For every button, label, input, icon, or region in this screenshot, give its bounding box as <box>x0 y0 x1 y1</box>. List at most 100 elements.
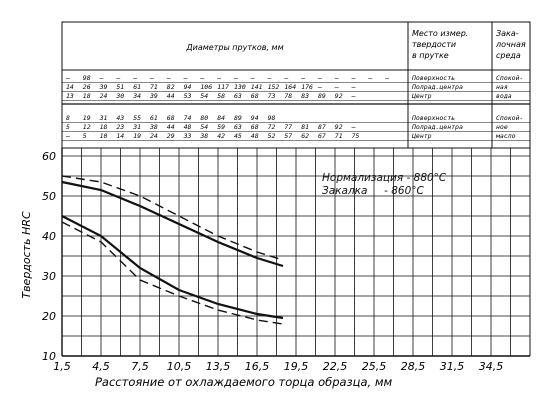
table-cell: 55 <box>133 114 141 122</box>
header-table-text: Диаметры прутков, мм Место измер. твердост… <box>65 29 526 140</box>
table-cell: 42 <box>217 132 225 140</box>
table-cell: 92 <box>335 123 343 131</box>
x-tick-label: 34,5 <box>479 360 504 373</box>
table-cell: 77 <box>284 123 292 131</box>
table-cell: 38 <box>149 123 158 131</box>
table-cell: — <box>351 123 356 131</box>
table-medium: вода <box>496 92 512 100</box>
table-cell: — <box>317 83 322 91</box>
table-cell: — <box>166 74 171 82</box>
table-cell: 18 <box>100 123 108 131</box>
table-medium: ная <box>496 83 508 91</box>
table-place: Поверхность <box>411 74 455 82</box>
table-cell: — <box>233 74 238 82</box>
medium-title-line: Зака- <box>496 29 519 38</box>
table-cell: 94 <box>251 114 259 122</box>
table-cell: — <box>317 74 322 82</box>
table-cell: 84 <box>217 114 225 122</box>
table-cell: 164 <box>284 83 296 91</box>
table-cell: — <box>334 74 339 82</box>
table-cell: 19 <box>133 132 141 140</box>
table-cell: 71 <box>150 83 158 91</box>
x-tick-label: 13,5 <box>206 360 231 373</box>
table-cell: 59 <box>217 123 225 131</box>
table-cell: 38 <box>199 132 208 140</box>
x-tick-label: 31,5 <box>440 360 465 373</box>
table-cell: 89 <box>318 92 326 100</box>
series-line-3 <box>61 215 284 320</box>
table-medium: Спокой- <box>496 74 523 82</box>
series-line-1 <box>61 180 284 268</box>
table-cell: 24 <box>100 92 108 100</box>
table-cell: 141 <box>251 83 263 91</box>
table-cell: 44 <box>167 123 175 131</box>
y-tick-label: 20 <box>42 310 56 323</box>
series-layer <box>61 175 284 325</box>
table-cell: 12 <box>83 123 91 131</box>
table-cell: 81 <box>301 123 309 131</box>
table-place: Полрад.центра <box>411 123 463 131</box>
medium-title-line: лочная <box>495 40 526 49</box>
series-line-4 <box>61 221 284 325</box>
tick-labels: 1,5 4,5 7,5 10,5 13,5 16,5 19,5 22,5 25,5 28,5 31,… <box>42 150 503 373</box>
table-medium: ное <box>496 123 508 131</box>
table-cell: 62 <box>301 132 309 140</box>
table-cell: 61 <box>150 114 158 122</box>
x-tick-label: 4,5 <box>92 360 110 373</box>
x-tick-label: 1,5 <box>53 360 71 373</box>
table-cell: 63 <box>234 92 242 100</box>
table-cell: 94 <box>184 83 192 91</box>
table-cell: 75 <box>352 132 360 140</box>
y-tick-label: 10 <box>42 350 56 363</box>
table-cell: 31 <box>132 123 141 131</box>
x-tick-label: 22,5 <box>323 360 348 373</box>
table-cell: 73 <box>268 92 276 100</box>
table-cell: — <box>115 74 120 82</box>
table-cell: 71 <box>335 132 343 140</box>
table-medium: масло <box>495 132 516 140</box>
table-cell: — <box>149 74 154 82</box>
table-cell: — <box>300 74 305 82</box>
table-cell: 61 <box>133 83 141 91</box>
table-cell: — <box>216 74 221 82</box>
table-cell: 53 <box>184 92 192 100</box>
table-cell: 176 <box>301 83 313 91</box>
table-cell: 45 <box>234 132 242 140</box>
x-tick-label: 16,5 <box>245 360 270 373</box>
table-cell: 78 <box>284 92 292 100</box>
table-cell: 72 <box>268 123 276 131</box>
table-cell: 48 <box>251 132 259 140</box>
table-cell: 54 <box>200 123 208 131</box>
place-title-line: в прутке <box>412 51 449 60</box>
table-cell: 98 <box>268 114 276 122</box>
y-tick-label: 60 <box>42 150 56 163</box>
table-place: Поверхность <box>411 114 455 122</box>
table-cell: 82 <box>167 83 175 91</box>
table-cell: 52 <box>268 132 276 140</box>
table-cell: 68 <box>251 92 259 100</box>
x-tick-label: 10,5 <box>167 360 192 373</box>
table-place: Центр <box>411 132 432 140</box>
y-axis-label: Твердость HRC <box>20 211 33 299</box>
table-cell: 14 <box>66 83 74 91</box>
table-cell: 31 <box>99 114 108 122</box>
table-cell: — <box>250 74 255 82</box>
table-cell: 5 <box>83 132 87 140</box>
table-cell: 152 <box>268 83 280 91</box>
table-cell: 106 <box>200 83 212 91</box>
table-cell: 14 <box>116 132 124 140</box>
x-axis-label: Расстояние от охлаждаемого торца образца… <box>95 375 393 389</box>
table-cell: 51 <box>116 83 124 91</box>
table-cell: 68 <box>167 114 175 122</box>
table-cell: — <box>65 74 70 82</box>
table-cell: 68 <box>251 123 259 131</box>
table-cell: 130 <box>234 83 246 91</box>
y-tick-label: 40 <box>42 230 56 243</box>
table-cell: — <box>99 74 104 82</box>
y-tick-label: 30 <box>42 270 56 283</box>
table-place: Центр <box>411 92 432 100</box>
table-cell: 30 <box>115 92 124 100</box>
table-cell: 39 <box>99 83 108 91</box>
table-cell: — <box>351 92 356 100</box>
table-cell: 92 <box>335 92 343 100</box>
